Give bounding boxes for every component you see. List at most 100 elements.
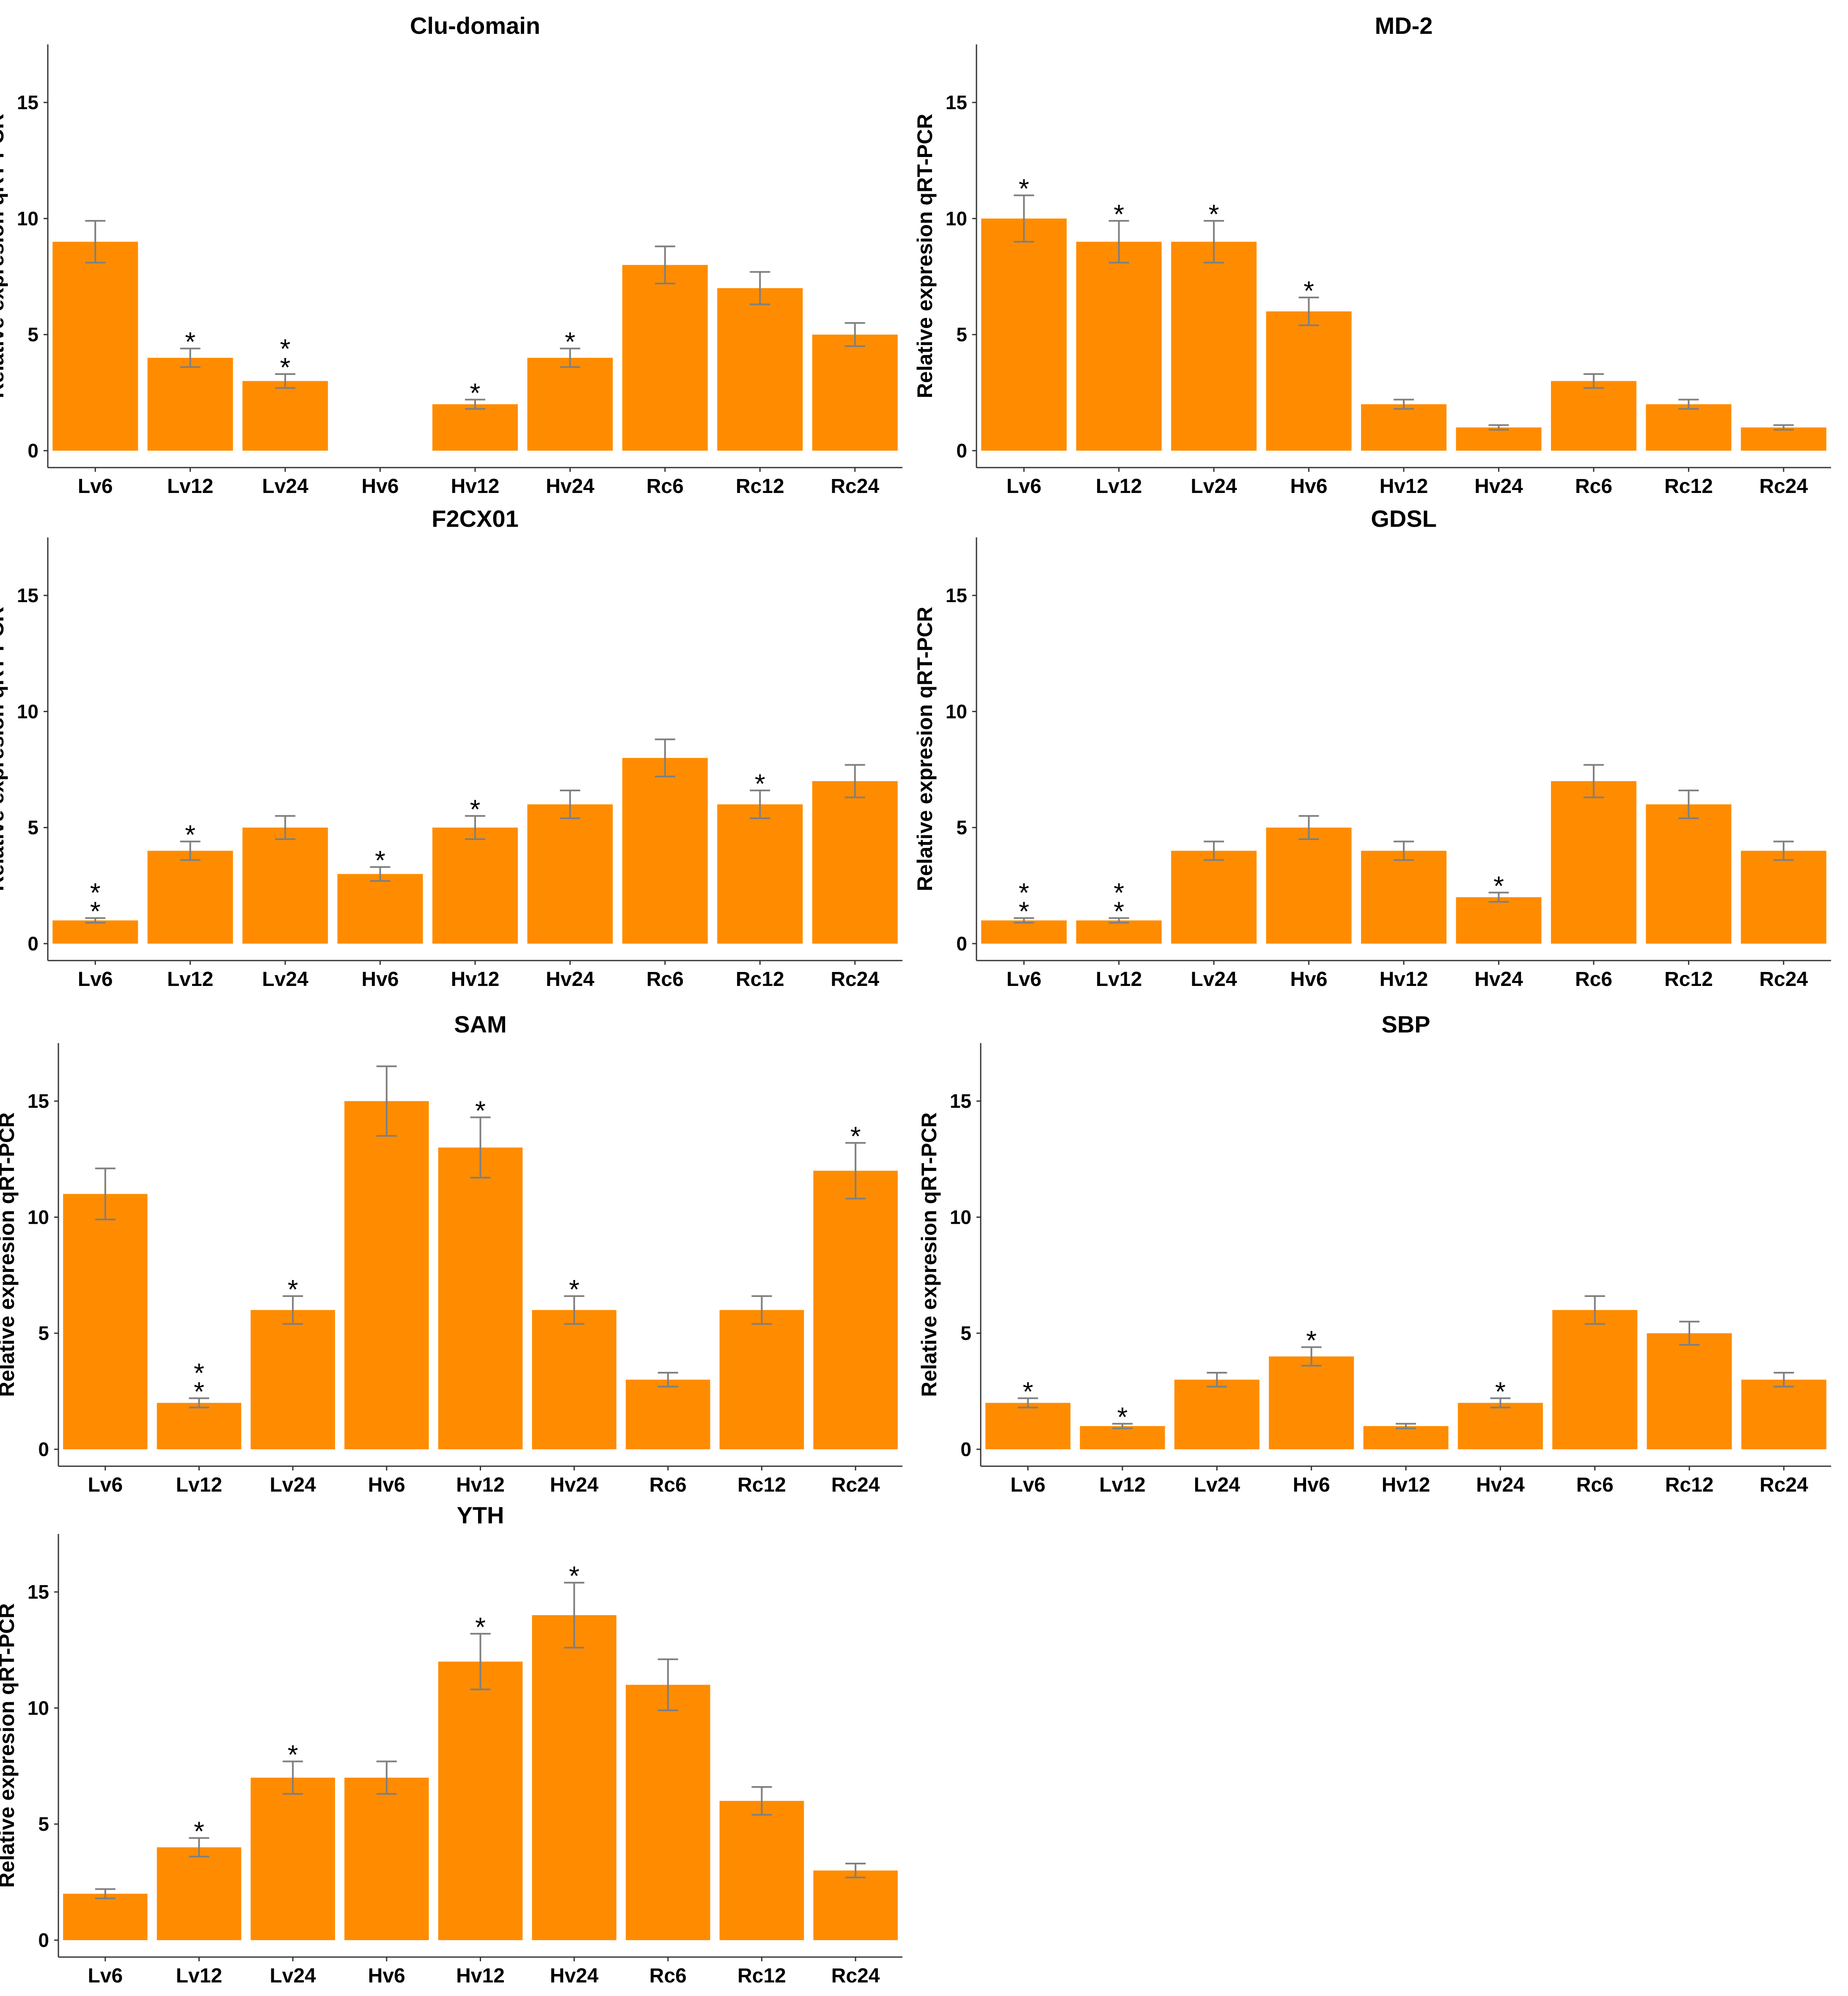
y-axis-label: Relative expresion qRT-PCR [0,114,8,398]
category-label: Hv6 [368,1474,405,1496]
category-label: Rc24 [1759,475,1808,498]
error-bar [470,1633,491,1690]
category-label: Hv24 [1476,1474,1525,1496]
bar-rc24 [812,781,898,944]
significance-marker: * [288,1274,298,1305]
error-bar [1584,1295,1605,1325]
chart-panel-clu-domain: Clu-domain Relative expresion qRT-PCR 0 5 10… [0,12,902,498]
significance-marker: * [755,768,765,799]
significance-star: * [1019,173,1029,204]
y-tick-label: 5 [956,817,967,839]
significance-marker: * [1019,173,1029,204]
error-bar [189,1837,209,1858]
significance-marker: * [470,377,481,408]
significance-star: * [1306,1325,1317,1356]
bar-rc12 [719,1310,804,1449]
category-label: Rc24 [831,1474,880,1496]
significance-star: * [194,1357,204,1388]
significance-star: * [90,896,101,927]
bar-rc24 [812,334,898,451]
category-label: Hv12 [456,1474,505,1496]
error-bar [654,245,675,285]
significance-star: * [1114,878,1124,908]
significance-star: * [288,1740,298,1770]
significance-marker: ** [90,878,101,927]
significance-marker: * [1117,1402,1128,1432]
category-label: Lv6 [78,475,113,498]
bar-hv12 [1361,404,1446,451]
significance-marker: * [375,845,385,875]
bar-hv24 [527,358,613,451]
panel-title: YTH [457,1502,504,1528]
bar-hv24 [1456,427,1542,451]
significance-marker: * [475,1096,486,1126]
significance-star: * [1023,1376,1033,1407]
chart-panel-sam: SAM Relative expresion qRT-PCR 0 5 10 15 Lv6 Lv… [0,1011,902,1496]
category-label: Lv24 [1191,968,1237,991]
bar-rc6 [622,758,708,944]
bar-rc12 [717,288,803,451]
significance-star: * [280,333,291,364]
y-tick-label: 0 [956,440,967,462]
bar-rc12 [1647,1333,1732,1449]
error-bar [844,764,865,798]
category-label: Lv6 [1006,968,1042,991]
category-label: Lv12 [176,1474,222,1496]
error-bar [1018,1397,1038,1409]
panel-title: Clu-domain [410,12,540,39]
bar-lv12 [1080,1426,1165,1449]
chart-panel-f2cx01: F2CX01 Relative expresion qRT-PCR 0 5 10 15 Lv… [0,505,902,991]
error-bar [376,1760,397,1795]
error-bar [751,1786,772,1816]
significance-star: * [1019,878,1029,908]
category-label: Hv6 [1293,1474,1330,1496]
category-label: Hv6 [1290,968,1328,991]
bar-lv24 [1171,242,1257,451]
error-bar [844,322,865,347]
category-label: Lv6 [78,968,113,991]
panel-title: GDSL [1371,505,1437,532]
bar-hv12 [1361,851,1446,944]
category-label: Rc6 [649,1474,687,1496]
category-label: Rc24 [1760,1474,1808,1496]
error-bar [654,738,675,778]
category-label: Rc6 [1576,1474,1614,1496]
bar-rc24 [1741,1379,1826,1449]
error-bar [560,789,580,819]
error-bar [1396,1423,1416,1429]
error-bar [1679,1321,1700,1346]
error-bar [750,789,770,819]
significance-marker: * [194,1816,204,1847]
category-label: Rc6 [646,475,684,498]
category-label: Hv12 [451,968,500,991]
error-bar [1773,840,1794,861]
y-tick-label: 0 [28,933,38,955]
significance-star: * [755,768,765,799]
error-bar [1014,194,1034,243]
bar-lv24 [250,1778,335,1940]
significance-marker: * [850,1121,861,1151]
error-bar [1678,399,1699,410]
significance-marker: ** [194,1357,204,1407]
category-label: Lv12 [167,475,213,498]
significance-marker: ** [1019,878,1029,927]
y-axis-label: Relative expresion qRT-PCR [913,607,937,891]
significance-marker: * [1114,199,1124,229]
bar-lv6 [981,218,1067,451]
error-bar [370,866,390,882]
category-label: Lv6 [88,1474,123,1496]
category-label: Hv12 [1382,1474,1430,1496]
significance-marker: * [1304,275,1314,306]
bar-hv6 [344,1778,429,1940]
category-label: Hv24 [546,475,594,498]
error-bar [1207,1371,1227,1388]
bar-lv6 [985,1403,1071,1449]
error-bar [564,1295,585,1325]
bar-hv6 [1266,311,1352,451]
y-axis-label: Relative expresion qRT-PCR [0,607,8,891]
error-bar [1488,892,1509,903]
category-label: Lv24 [270,1474,316,1496]
bar-hv12 [438,1147,523,1449]
significance-marker: * [569,1561,580,1591]
